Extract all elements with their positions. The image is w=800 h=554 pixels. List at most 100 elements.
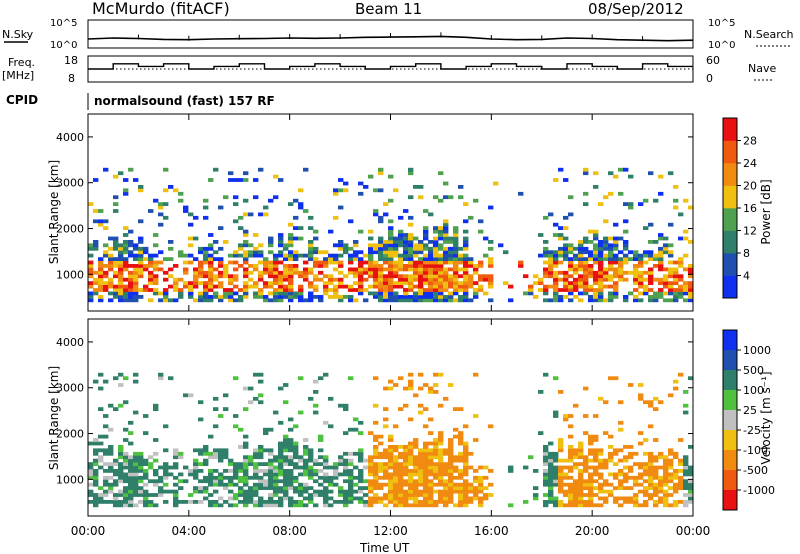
heatmap-cell bbox=[348, 219, 354, 224]
heatmap-cell bbox=[438, 198, 444, 203]
heatmap-cell bbox=[123, 503, 129, 508]
heatmap-cell bbox=[603, 195, 609, 200]
heatmap-cell bbox=[128, 250, 134, 255]
heatmap-cell bbox=[638, 465, 644, 470]
heatmap-cell bbox=[678, 236, 684, 241]
heatmap-cell bbox=[393, 243, 399, 248]
heatmap-cell bbox=[413, 496, 419, 501]
heatmap-cell bbox=[413, 264, 419, 268]
heatmap-cell bbox=[428, 386, 434, 391]
heatmap-cell bbox=[138, 236, 144, 241]
heatmap-cell bbox=[468, 277, 474, 282]
heatmap-cell bbox=[678, 260, 684, 265]
heatmap-cell bbox=[228, 462, 234, 466]
heatmap-cell bbox=[153, 198, 159, 203]
heatmap-cell bbox=[433, 469, 439, 473]
heatmap-cell bbox=[178, 253, 184, 258]
heatmap-cell bbox=[643, 284, 649, 289]
heatmap-cell bbox=[563, 226, 569, 230]
heatmap-cell bbox=[123, 438, 129, 442]
heatmap-cell bbox=[453, 250, 459, 255]
heatmap-cell bbox=[588, 438, 594, 442]
heatmap-cell bbox=[338, 281, 344, 285]
heatmap-cell bbox=[678, 291, 684, 296]
heatmap-cell bbox=[418, 503, 424, 508]
heatmap-cell bbox=[313, 410, 319, 415]
heatmap-cell bbox=[428, 291, 434, 296]
heatmap-cell bbox=[308, 298, 314, 303]
heatmap-cell bbox=[658, 191, 664, 196]
heatmap-cell bbox=[148, 257, 154, 261]
heatmap-cell bbox=[278, 291, 284, 296]
heatmap-cell bbox=[468, 298, 474, 303]
heatmap-cell bbox=[118, 284, 124, 289]
heatmap-cell bbox=[98, 281, 104, 285]
heatmap-cell bbox=[328, 281, 334, 285]
heatmap-cell bbox=[213, 274, 219, 279]
heatmap-cell bbox=[488, 257, 494, 261]
heatmap-cell bbox=[653, 465, 659, 470]
heatmap-cell bbox=[123, 178, 129, 182]
heatmap-cell bbox=[423, 253, 429, 258]
heatmap-cell bbox=[453, 455, 459, 460]
heatmap-cell bbox=[388, 445, 394, 449]
heatmap-cell bbox=[303, 482, 309, 487]
heatmap-cell bbox=[88, 243, 94, 248]
heatmap-cell bbox=[678, 264, 684, 268]
heatmap-cell bbox=[553, 264, 559, 268]
heatmap-cell bbox=[583, 191, 589, 196]
heatmap-cell bbox=[283, 253, 289, 258]
heatmap-cell bbox=[313, 274, 319, 279]
heatmap-cell bbox=[623, 253, 629, 258]
heatmap-cell bbox=[188, 236, 194, 241]
heatmap-cell bbox=[668, 250, 674, 255]
heatmap-cell bbox=[133, 455, 139, 460]
heatmap-cell bbox=[218, 264, 224, 268]
heatmap-cell bbox=[88, 472, 94, 477]
heatmap-cell bbox=[308, 469, 314, 473]
heatmap-cell bbox=[148, 270, 154, 275]
heatmap-cell bbox=[313, 246, 319, 251]
heatmap-cell bbox=[633, 500, 639, 504]
heatmap-cell bbox=[448, 448, 454, 453]
heatmap-cell bbox=[658, 246, 664, 251]
heatmap-cell bbox=[613, 475, 619, 480]
heatmap-cell bbox=[248, 243, 254, 248]
heatmap-cell bbox=[443, 274, 449, 279]
heatmap-cell bbox=[668, 270, 674, 275]
heatmap-cell bbox=[553, 472, 559, 477]
heatmap-cell bbox=[388, 257, 394, 261]
heatmap-cell bbox=[118, 277, 124, 282]
heatmap-cell bbox=[423, 493, 429, 497]
heatmap-cell bbox=[333, 257, 339, 261]
heatmap-cell bbox=[288, 243, 294, 248]
heatmap-cell bbox=[613, 496, 619, 501]
heatmap-cell bbox=[543, 455, 549, 460]
heatmap-cell bbox=[378, 284, 384, 289]
heatmap-cell bbox=[643, 472, 649, 477]
heatmap-cell bbox=[598, 475, 604, 480]
heatmap-cell bbox=[98, 274, 104, 279]
heatmap-cell bbox=[603, 482, 609, 487]
heatmap-cell bbox=[578, 277, 584, 282]
heatmap-cell bbox=[213, 469, 219, 473]
heatmap-cell bbox=[618, 267, 624, 272]
heatmap-cell bbox=[373, 462, 379, 466]
heatmap-cell bbox=[393, 465, 399, 470]
heatmap-cell bbox=[258, 250, 264, 255]
heatmap-cell bbox=[598, 270, 604, 275]
heatmap-cell bbox=[568, 455, 574, 460]
heatmap-cell bbox=[573, 281, 579, 285]
heatmap-cell bbox=[133, 451, 139, 456]
colorbar-tick-label: 16 bbox=[743, 202, 757, 215]
heatmap-cell bbox=[468, 489, 474, 494]
heatmap-cell bbox=[628, 174, 634, 179]
heatmap-cell bbox=[208, 274, 214, 279]
heatmap-cell bbox=[283, 277, 289, 282]
heatmap-cell bbox=[543, 503, 549, 508]
heatmap-cell bbox=[543, 240, 549, 244]
heatmap-cell bbox=[313, 379, 319, 384]
heatmap-cell bbox=[233, 219, 239, 224]
heatmap-cell bbox=[138, 479, 144, 484]
heatmap-cell bbox=[113, 472, 119, 477]
